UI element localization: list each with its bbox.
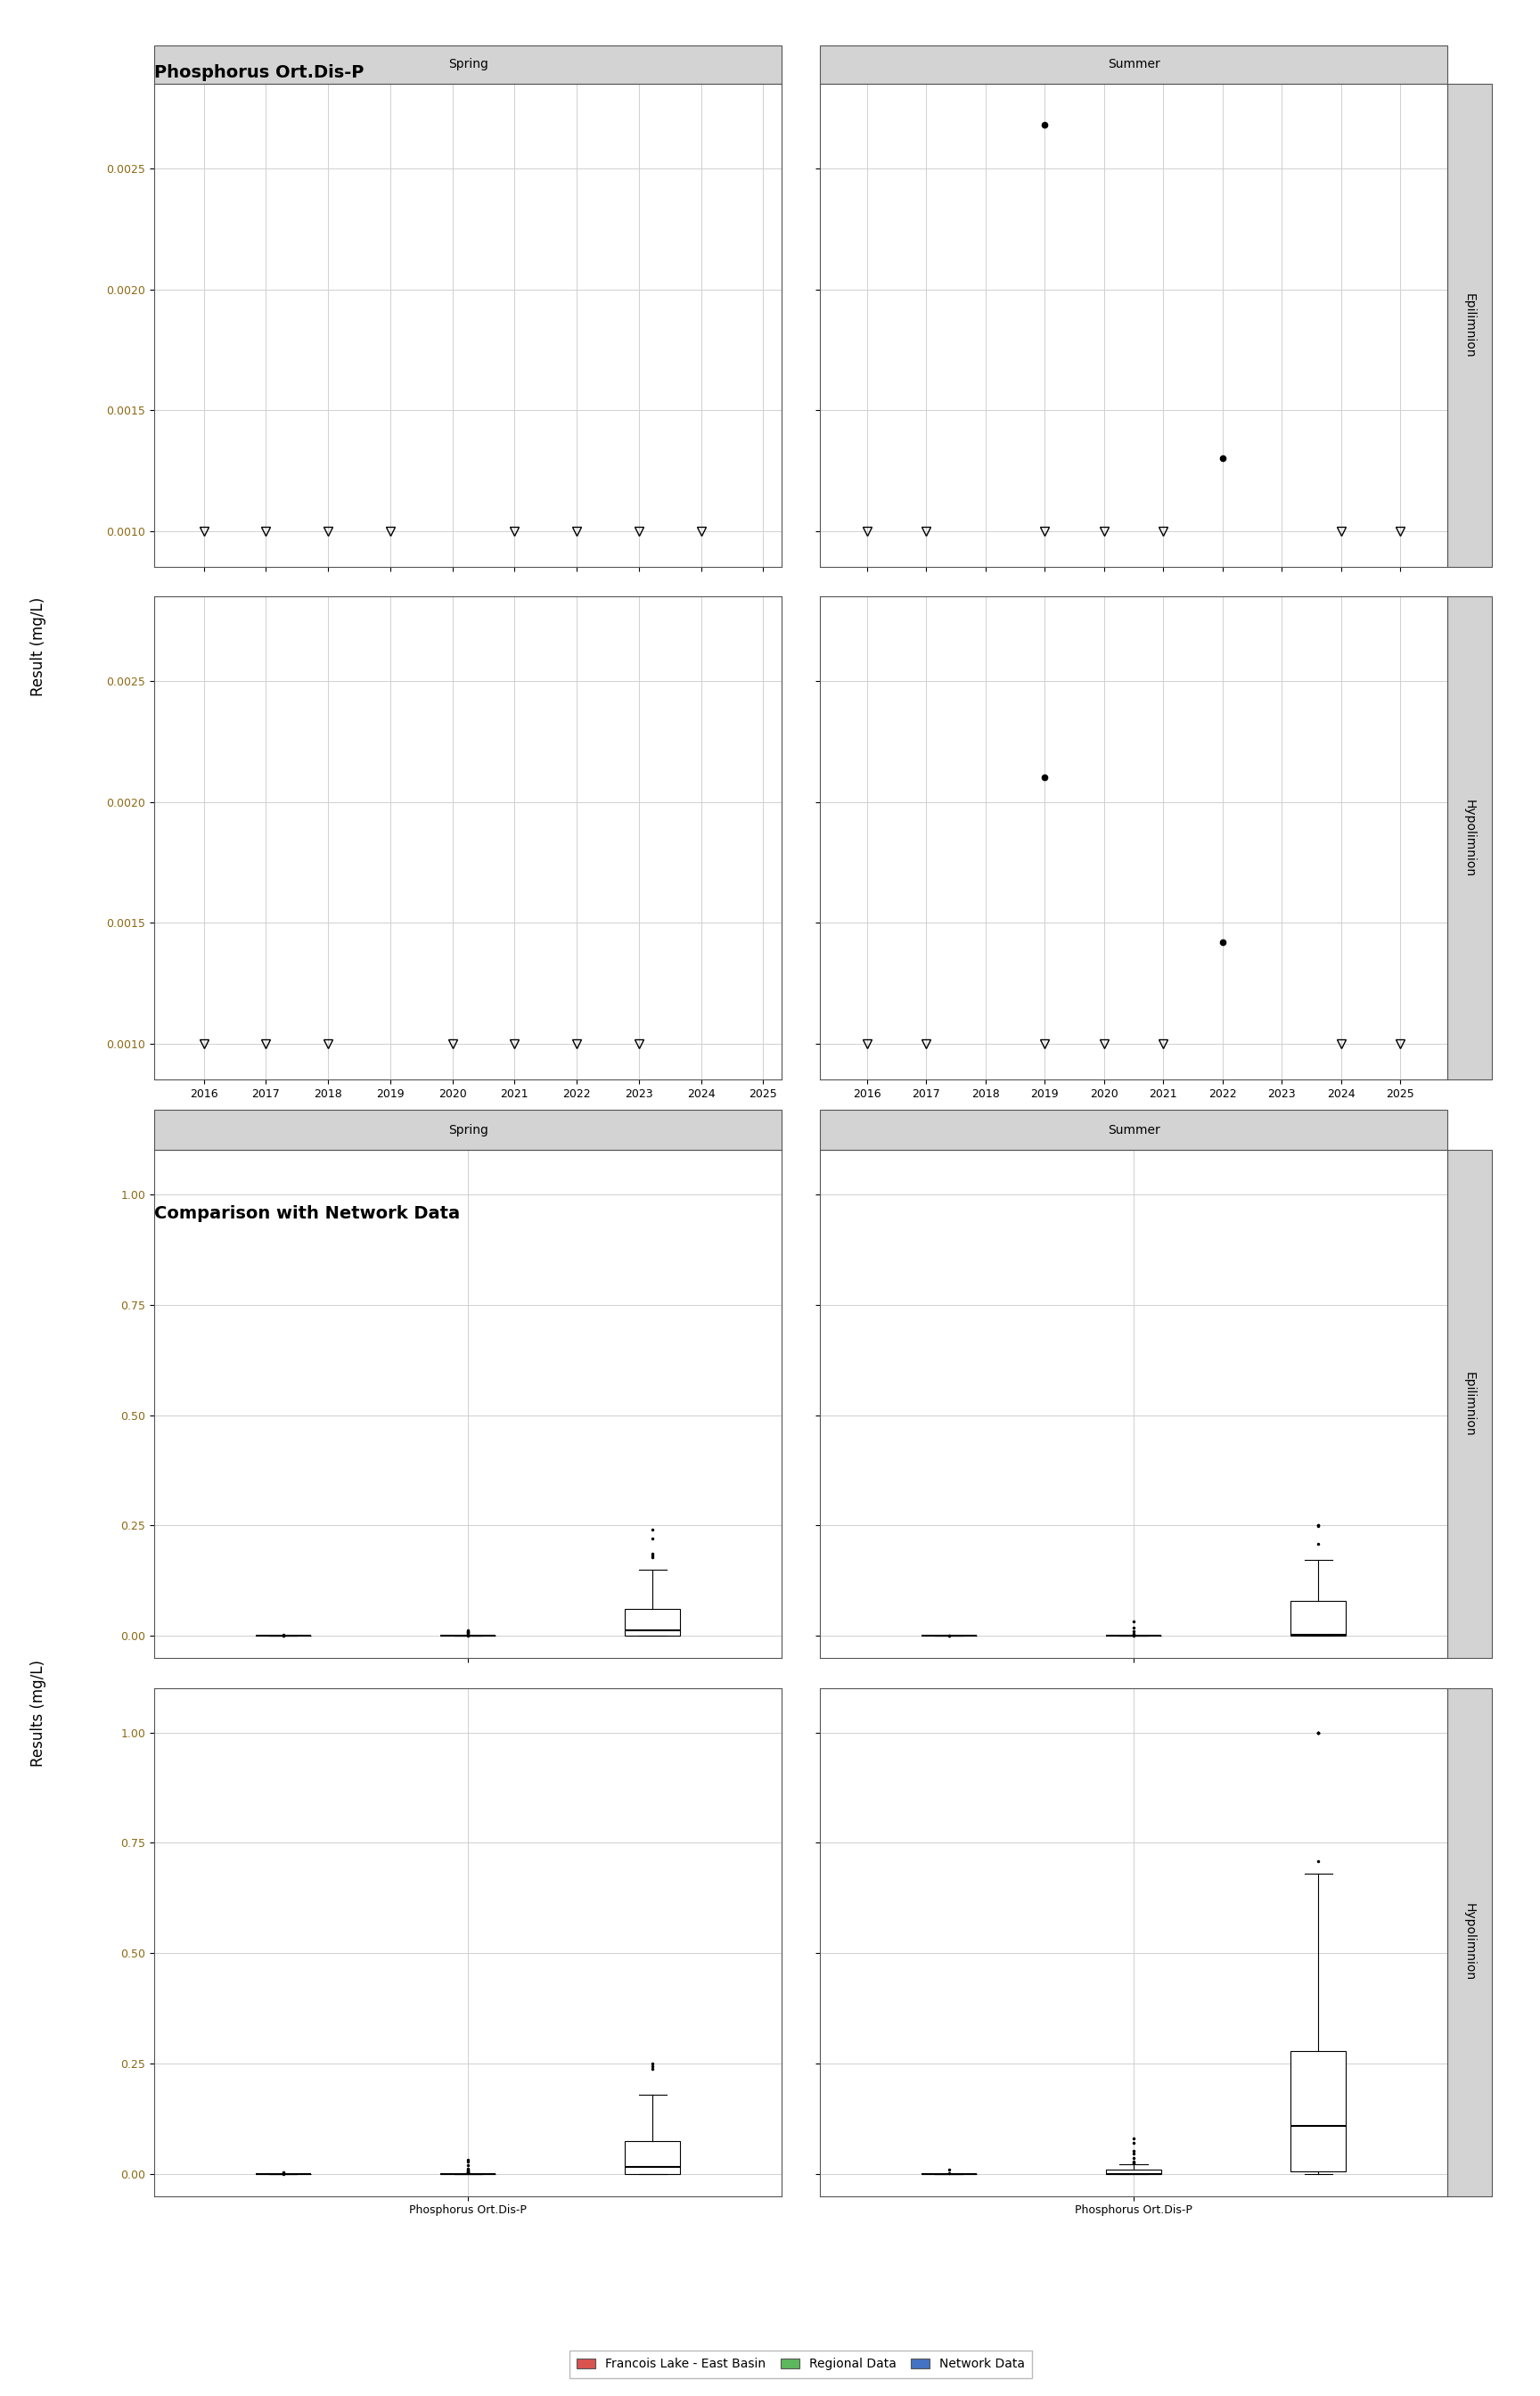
PathPatch shape <box>625 2140 681 2173</box>
Legend: Francois Lake - East Basin, Regional Data, Network Data: Francois Lake - East Basin, Regional Dat… <box>570 2350 1032 2377</box>
FancyBboxPatch shape <box>1448 1689 1492 2197</box>
Text: Summer: Summer <box>1107 1124 1160 1136</box>
Text: Hypolimnion: Hypolimnion <box>1463 1902 1475 1981</box>
Text: Phosphorus Ort.Dis-P: Phosphorus Ort.Dis-P <box>154 65 363 81</box>
PathPatch shape <box>1106 2171 1161 2173</box>
Text: Spring: Spring <box>448 58 488 72</box>
Text: Epilimnion: Epilimnion <box>1463 292 1475 357</box>
FancyBboxPatch shape <box>1448 84 1492 568</box>
FancyBboxPatch shape <box>1448 1150 1492 1658</box>
Text: Summer: Summer <box>1107 58 1160 72</box>
FancyBboxPatch shape <box>819 46 1448 84</box>
PathPatch shape <box>1291 1601 1346 1636</box>
FancyBboxPatch shape <box>819 1109 1448 1150</box>
PathPatch shape <box>625 1608 681 1636</box>
Text: Results (mg/L): Results (mg/L) <box>31 1660 46 1766</box>
FancyBboxPatch shape <box>154 1109 782 1150</box>
Text: Hypolimnion: Hypolimnion <box>1463 800 1475 877</box>
FancyBboxPatch shape <box>154 46 782 84</box>
FancyBboxPatch shape <box>1448 597 1492 1081</box>
PathPatch shape <box>1291 2051 1346 2171</box>
Text: Result (mg/L): Result (mg/L) <box>31 597 46 697</box>
Text: Epilimnion: Epilimnion <box>1463 1371 1475 1438</box>
Text: Spring: Spring <box>448 1124 488 1136</box>
Text: Comparison with Network Data: Comparison with Network Data <box>154 1205 460 1222</box>
